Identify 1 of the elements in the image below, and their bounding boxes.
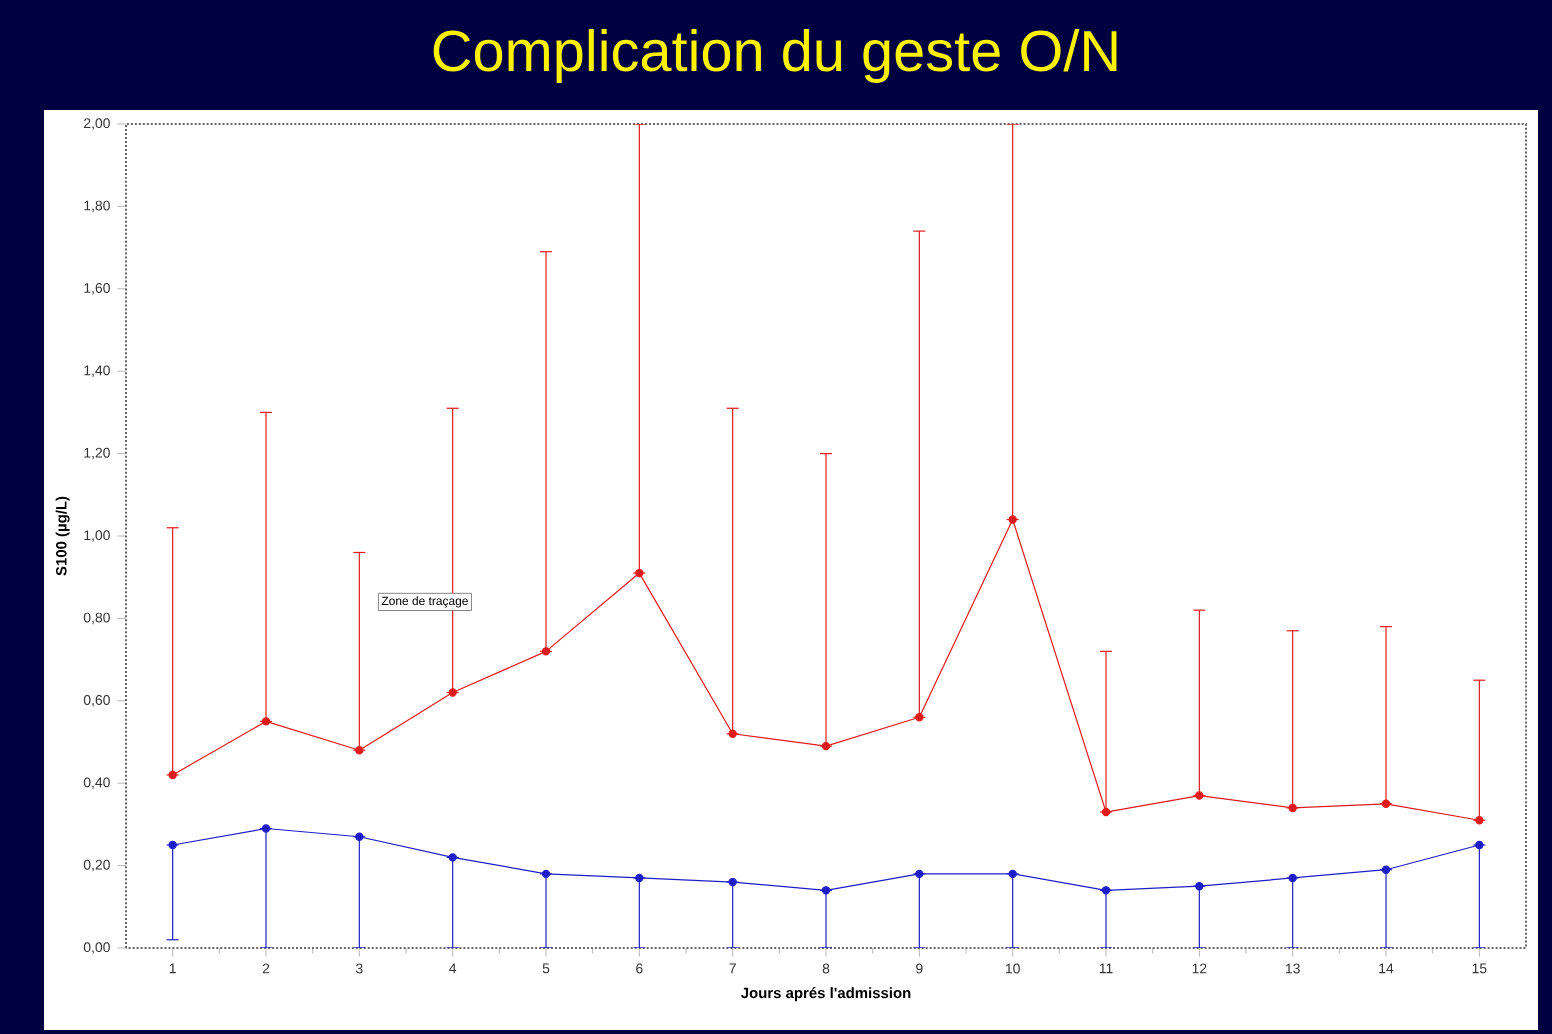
chart-title: Complication du geste O/N (433, 29, 1117, 83)
